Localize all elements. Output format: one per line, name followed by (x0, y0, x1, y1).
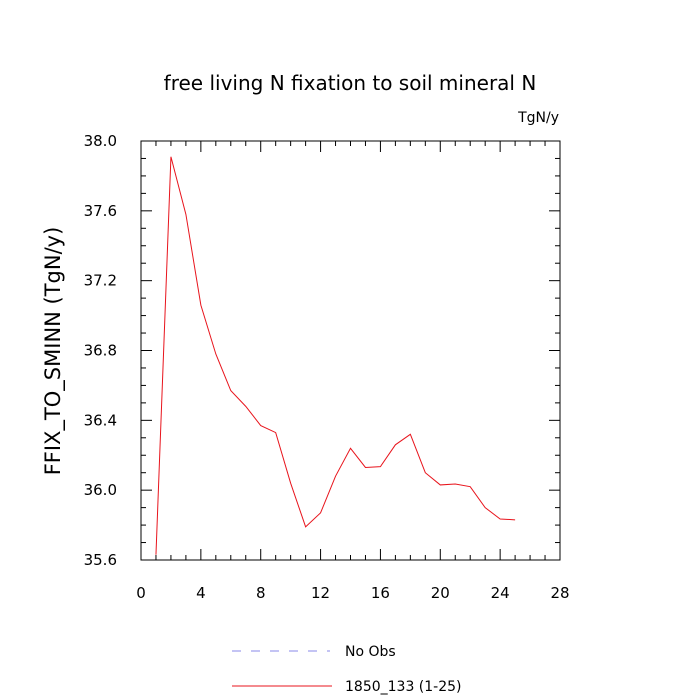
y-tick-label: 35.6 (84, 551, 117, 569)
x-tick-label: 20 (431, 584, 450, 602)
y-tick-label: 36.0 (84, 481, 117, 499)
x-tick-label: 16 (371, 584, 390, 602)
legend: No Obs 1850_133 (1-25) (232, 644, 462, 695)
plot-frame (140, 140, 561, 561)
y-tick-label: 37.6 (84, 202, 117, 220)
series-group (155, 156, 516, 555)
units-label: TgN/y (517, 110, 559, 126)
axis-ticks (140, 140, 561, 561)
x-tick-label: 4 (196, 584, 206, 602)
chart-title: free living N fixation to soil mineral N (164, 71, 537, 95)
x-tick-label: 28 (550, 584, 569, 602)
x-tick-labels: 0 4 8 12 16 20 24 28 (136, 584, 569, 602)
x-tick-label: 12 (311, 584, 330, 602)
x-tick-label: 0 (136, 584, 146, 602)
y-axis-label: FFIX_TO_SMINN (TgN/y) (41, 227, 66, 476)
y-tick-label: 38.0 (84, 132, 117, 150)
legend-no-obs-label: No Obs (345, 644, 396, 660)
y-tick-label: 36.8 (84, 342, 117, 360)
x-tick-label: 24 (491, 584, 510, 602)
y-tick-labels: 35.6 36.0 36.4 36.8 37.2 37.6 38.0 (84, 132, 117, 569)
x-tick-label: 8 (256, 584, 266, 602)
y-tick-label: 37.2 (84, 272, 117, 290)
legend-series-label: 1850_133 (1-25) (345, 679, 462, 695)
series-line (155, 156, 516, 555)
y-tick-label: 36.4 (84, 411, 117, 429)
